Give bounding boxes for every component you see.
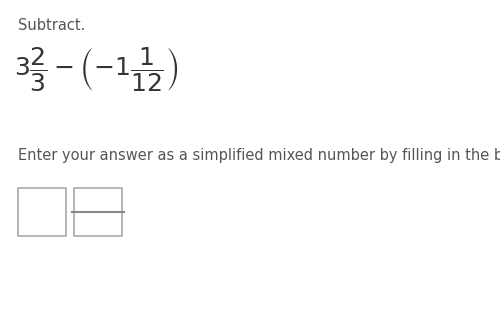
Bar	[74, 188, 122, 212]
Text: Subtract.: Subtract.	[18, 18, 86, 33]
Bar	[74, 212, 122, 236]
Text: Enter your answer as a simplified mixed number by filling in the boxes.: Enter your answer as a simplified mixed …	[18, 148, 500, 163]
Bar	[18, 188, 66, 236]
Text: $3\dfrac{2}{3} - \left(-1\dfrac{1}{12}\right)$: $3\dfrac{2}{3} - \left(-1\dfrac{1}{12}\r…	[14, 45, 178, 93]
